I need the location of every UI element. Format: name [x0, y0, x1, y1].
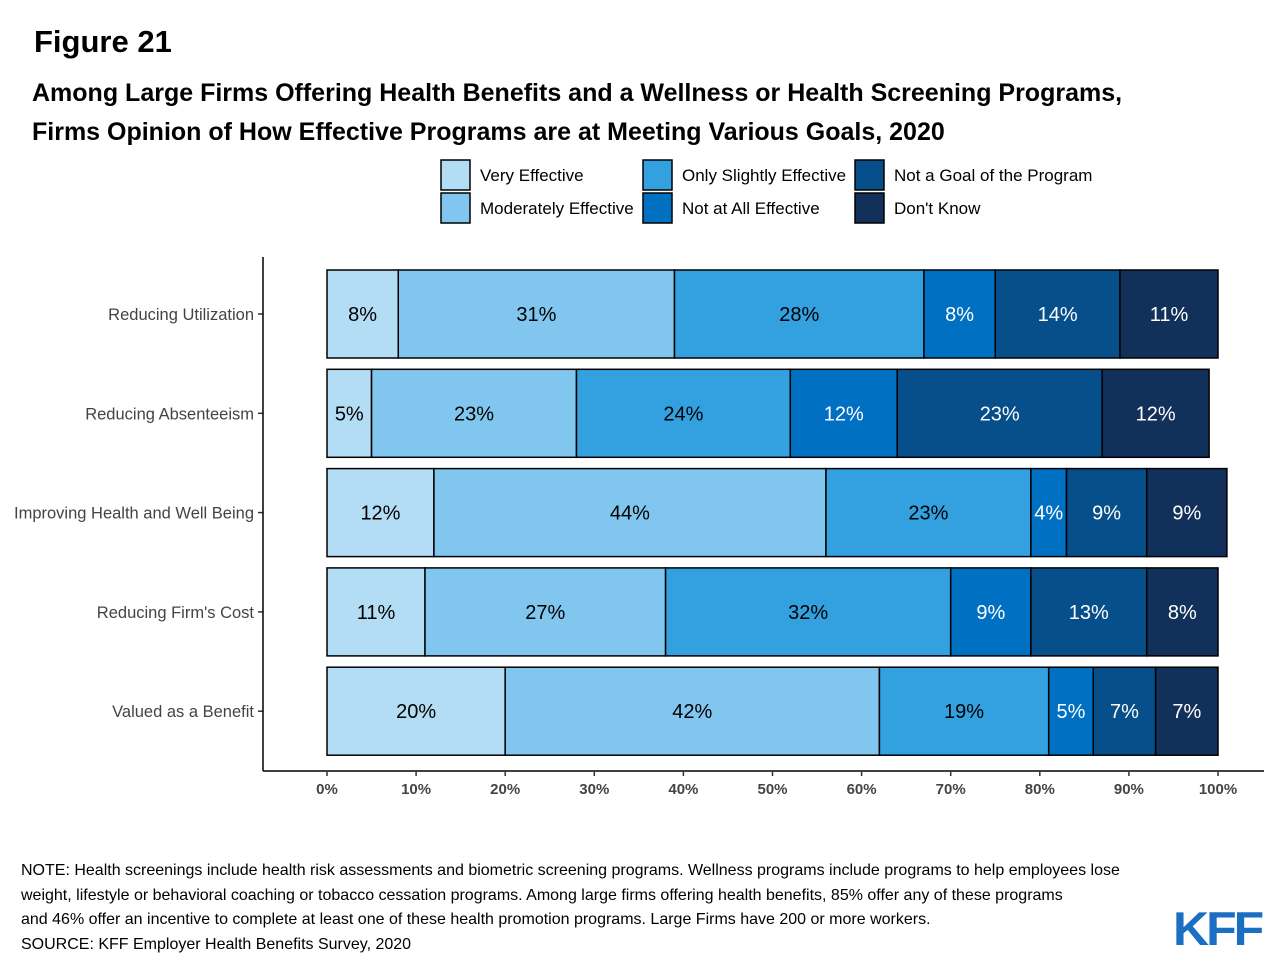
category-label-improving-health-and-well-being: Improving Health and Well Being: [14, 505, 254, 523]
bar-valued-as-a-benefit-very-effective: [326, 666, 506, 756]
x-tick-label: 30%: [579, 781, 609, 798]
note-line-1: NOTE: Health screenings include health r…: [21, 862, 1120, 879]
data-label: 9%: [976, 602, 1005, 624]
category-label-reducing-absenteeism: Reducing Absenteeism: [85, 405, 254, 423]
legend-swatch-only-slightly-effective: [642, 159, 673, 191]
legend-swatch-not-at-all-effective: [642, 192, 673, 224]
bar-reducing-absenteeism-not-at-all-effective: [789, 368, 898, 459]
category-label-reducing-utilization: Reducing Utilization: [108, 306, 254, 324]
bar-reducing-absenteeism-not-a-goal-of-the-program: [896, 368, 1103, 459]
bar-reducing-utilization-don-t-know: [1119, 269, 1219, 359]
category-label-reducing-firm-s-cost: Reducing Firm's Cost: [97, 604, 255, 622]
data-label: 31%: [516, 304, 556, 326]
bar-reducing-absenteeism-only-slightly-effective: [575, 368, 792, 459]
data-label: 19%: [944, 701, 984, 723]
data-label: 23%: [454, 403, 494, 425]
bar-reducing-utilization-only-slightly-effective: [673, 269, 925, 359]
legend-swatch-don-t-know: [854, 192, 885, 224]
bar-reducing-firm-s-cost-moderately-effective: [424, 567, 667, 657]
chart-title: Among Large Firms Offering Health Benefi…: [32, 74, 1262, 152]
bar-improving-health-and-well-being-don-t-know: [1145, 467, 1228, 558]
bar-reducing-absenteeism-moderately-effective: [370, 368, 578, 459]
x-tick-label: 60%: [847, 781, 877, 798]
data-label: 28%: [779, 304, 819, 326]
x-tick-label: 70%: [936, 781, 966, 798]
bar-reducing-utilization-moderately-effective: [397, 269, 676, 359]
legend-label-very-effective: Very Effective: [480, 166, 584, 185]
chart-note: NOTE: Health screenings include health r…: [21, 859, 1221, 957]
data-label: 42%: [672, 701, 712, 723]
kff-logo: KFF: [1173, 902, 1264, 956]
source-line: SOURCE: KFF Employer Health Benefits Sur…: [21, 935, 412, 953]
legend-label-don-t-know: Don't Know: [894, 199, 981, 218]
data-label: 44%: [610, 503, 650, 525]
data-label: 8%: [945, 304, 974, 326]
data-label: 9%: [1092, 503, 1121, 525]
legend-swatch-moderately-effective: [440, 192, 471, 224]
x-tick-label: 20%: [490, 781, 520, 798]
bar-valued-as-a-benefit-don-t-know: [1154, 666, 1219, 756]
data-label: 9%: [1172, 503, 1201, 525]
bar-improving-health-and-well-being-only-slightly-effective: [825, 467, 1032, 558]
legend-swatch-not-a-goal-of-the-program: [854, 159, 885, 191]
x-tick-label: 50%: [757, 781, 787, 798]
data-label: 20%: [396, 701, 436, 723]
data-label: 23%: [980, 403, 1020, 425]
bar-reducing-absenteeism-don-t-know: [1101, 368, 1210, 459]
note-line-2: weight, lifestyle or behavioral coaching…: [21, 886, 1063, 904]
data-label: 12%: [824, 403, 864, 425]
data-label: 5%: [335, 403, 364, 425]
chart-title-line-2: Firms Opinion of How Effective Programs …: [32, 118, 945, 146]
bar-improving-health-and-well-being-not-at-all-effective: [1030, 467, 1068, 558]
bar-reducing-utilization-not-a-goal-of-the-program: [994, 269, 1121, 359]
x-tick-label: 10%: [401, 781, 431, 798]
bar-reducing-firm-s-cost-only-slightly-effective: [664, 567, 952, 657]
data-label: 4%: [1034, 503, 1063, 525]
x-tick-label: 0%: [316, 781, 338, 798]
data-label: 8%: [1168, 602, 1197, 624]
bar-improving-health-and-well-being-not-a-goal-of-the-program: [1065, 467, 1148, 558]
x-tick-label: 90%: [1114, 781, 1144, 798]
legend-label-only-slightly-effective: Only Slightly Effective: [682, 166, 846, 185]
bar-reducing-utilization-not-at-all-effective: [923, 269, 996, 359]
data-label: 24%: [663, 403, 703, 425]
bar-improving-health-and-well-being-moderately-effective: [433, 467, 827, 558]
bar-reducing-firm-s-cost-not-at-all-effective: [949, 567, 1032, 657]
data-label: 27%: [525, 602, 565, 624]
chart-title-line-1: Among Large Firms Offering Health Benefi…: [32, 79, 1123, 107]
data-label: 23%: [908, 503, 948, 525]
x-tick-label: 100%: [1199, 781, 1237, 798]
data-label: 11%: [1150, 304, 1189, 326]
bar-improving-health-and-well-being-very-effective: [326, 467, 435, 558]
legend-label-not-a-goal-of-the-program: Not a Goal of the Program: [894, 166, 1092, 185]
data-label: 12%: [360, 503, 400, 525]
stacked-bar-chart: Very Effective Moderately Effective Only S…: [14, 159, 1264, 798]
legend-swatch-very-effective: [440, 159, 471, 191]
data-label: 11%: [357, 602, 396, 624]
bar-reducing-firm-s-cost-don-t-know: [1145, 567, 1219, 657]
figure-label: Figure 21: [34, 24, 172, 59]
x-tick-label: 40%: [668, 781, 698, 798]
data-label: 5%: [1057, 701, 1086, 723]
data-label: 7%: [1172, 701, 1201, 723]
data-label: 32%: [788, 602, 828, 624]
data-label: 14%: [1038, 304, 1078, 326]
bar-valued-as-a-benefit-moderately-effective: [504, 666, 881, 756]
bar-valued-as-a-benefit-not-at-all-effective: [1047, 666, 1095, 756]
data-label: 13%: [1069, 602, 1109, 624]
legend-label-moderately-effective: Moderately Effective: [480, 199, 634, 218]
legend-label-not-at-all-effective: Not at All Effective: [682, 199, 820, 218]
data-label: 7%: [1110, 701, 1139, 723]
category-label-valued-as-a-benefit: Valued as a Benefit: [112, 703, 254, 721]
data-label: 8%: [348, 304, 377, 326]
note-line-3: and 46% offer an incentive to complete a…: [21, 911, 931, 928]
x-tick-label: 80%: [1025, 781, 1055, 798]
bar-reducing-absenteeism-very-effective: [326, 368, 373, 459]
data-label: 12%: [1136, 403, 1176, 425]
